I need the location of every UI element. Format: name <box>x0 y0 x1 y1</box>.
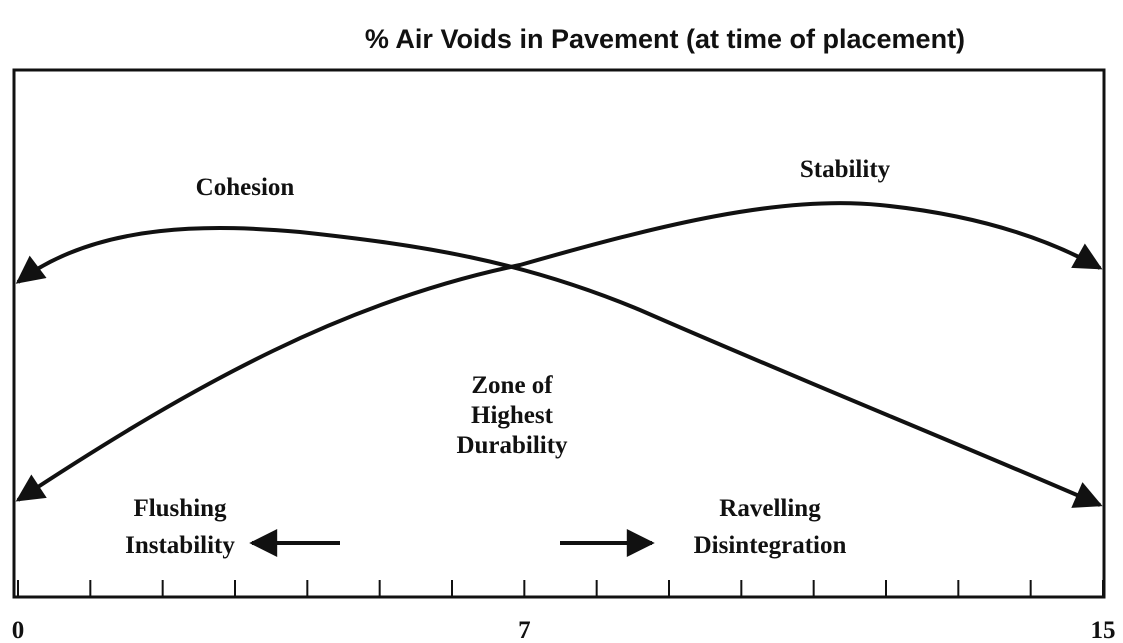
title: % Air Voids in Pavement (at time of plac… <box>365 24 965 54</box>
zone-label: Highest <box>471 402 554 429</box>
x-tick-label: 7 <box>518 617 531 643</box>
left-zone-label: Instability <box>125 532 235 559</box>
cohesion-curve <box>15 226 1103 508</box>
cohesion-label: Cohesion <box>196 174 295 201</box>
stability-label: Stability <box>800 156 891 183</box>
left-zone-label: Flushing <box>133 495 227 522</box>
x-tick-label: 0 <box>12 617 25 643</box>
zone-label: Durability <box>456 432 568 459</box>
x-tick-label: 15 <box>1091 617 1116 643</box>
frame <box>12 68 1106 599</box>
right-zone-label: Disintegration <box>694 532 847 559</box>
stability-curve <box>15 201 1103 502</box>
zone-label: Zone of <box>471 372 553 399</box>
right-zone-label: Ravelling <box>719 495 821 522</box>
